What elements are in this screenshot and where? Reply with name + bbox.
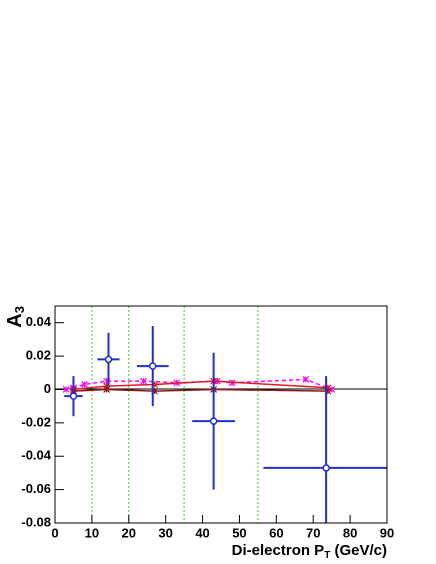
y-tick-label: -0.04 xyxy=(21,448,51,463)
x-axis-label: Di-electron PT (GeV/c) xyxy=(232,542,387,561)
y-tick-label: -0.02 xyxy=(21,414,51,429)
frame xyxy=(54,305,388,524)
axes: 0 10 20 30 40 50 60 70 80 90 -0.08 -0.06 -0.04 -0.02 0… xyxy=(21,314,394,540)
series-marker xyxy=(103,386,111,393)
data-point xyxy=(69,392,78,400)
data-point xyxy=(209,417,218,425)
x-tick-label: 0 xyxy=(51,525,58,540)
x-tick-label: 20 xyxy=(122,525,136,540)
grid-layer xyxy=(91,306,259,523)
x-tick-label: 50 xyxy=(232,525,246,540)
y-axis-label: A3 xyxy=(4,306,27,328)
x-tick-label: 30 xyxy=(158,525,172,540)
data-point xyxy=(322,464,330,472)
series-marker xyxy=(140,377,147,385)
x-label-text: Di-electron P xyxy=(232,542,325,559)
data-point xyxy=(149,362,157,370)
series-marker xyxy=(81,381,88,388)
data-point xyxy=(104,355,113,364)
y-label-sub: 3 xyxy=(12,306,27,313)
series-line xyxy=(65,378,332,391)
plot-area xyxy=(62,326,387,523)
y-tick-label: 0 xyxy=(44,381,51,396)
x-label-sub: T xyxy=(324,550,330,561)
y-label-text: A xyxy=(4,313,26,327)
y-tick-label: -0.08 xyxy=(21,514,51,529)
y-tick-label: -0.06 xyxy=(21,481,51,496)
x-label-suffix: (GeV/c) xyxy=(330,542,387,559)
series-marker xyxy=(328,386,336,393)
y-tick-label: 0.04 xyxy=(26,314,52,329)
x-tick-label: 10 xyxy=(85,525,99,540)
series-marker xyxy=(62,386,70,393)
x-tick-label: 80 xyxy=(343,525,357,540)
series-marker xyxy=(302,376,310,383)
x-tick-label: 40 xyxy=(195,525,209,540)
x-tick-label: 60 xyxy=(269,525,283,540)
x-tick-label: 70 xyxy=(306,525,320,540)
y-tick-label: 0.02 xyxy=(26,348,51,363)
x-tick-label: 90 xyxy=(380,525,394,540)
